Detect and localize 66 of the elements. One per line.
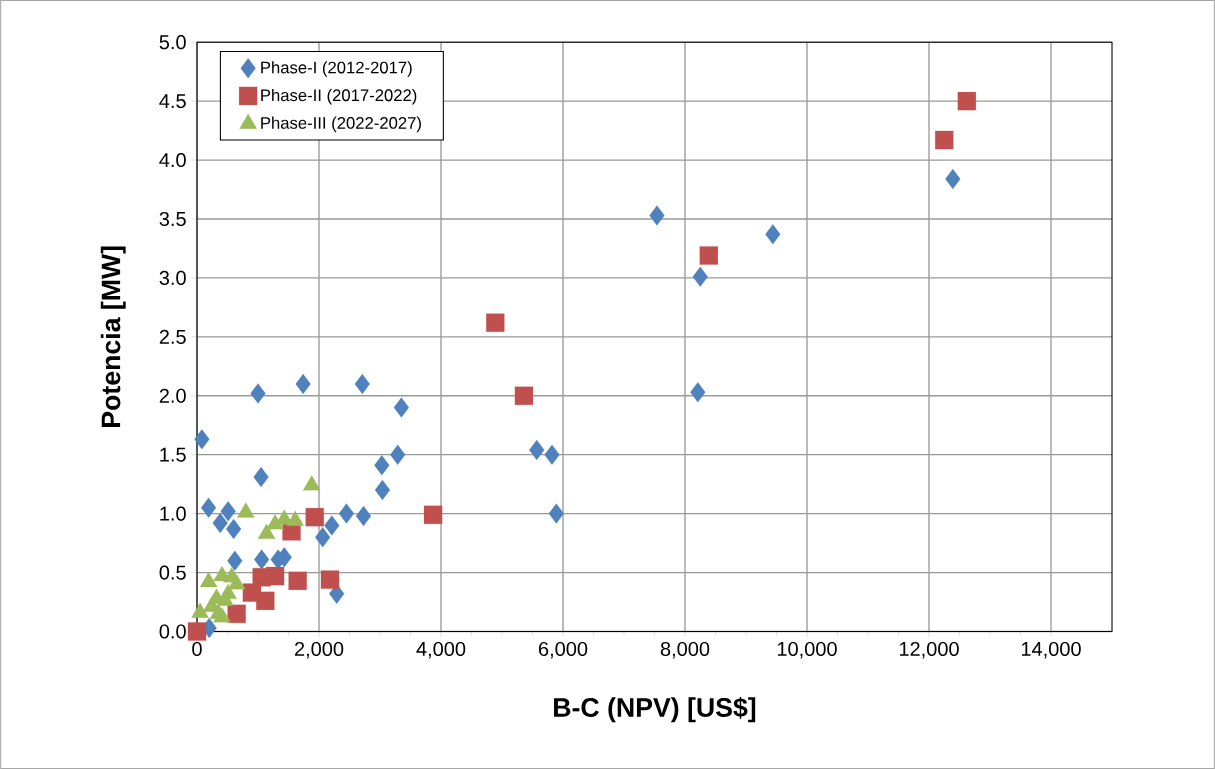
x-tick-label: 14,000: [1021, 641, 1081, 659]
y-tick-label: 2.5: [159, 329, 186, 344]
point: [187, 622, 207, 641]
point: [692, 266, 708, 287]
point: [486, 313, 505, 332]
point: [548, 503, 564, 524]
y-tick-label: 5.0: [159, 35, 186, 50]
point: [201, 497, 217, 518]
point: [514, 386, 534, 405]
point: [242, 583, 262, 602]
y-tick-label: 4.5: [159, 94, 186, 108]
point: [250, 383, 266, 404]
y-tick-label: 0.0: [159, 624, 186, 639]
point: [220, 501, 236, 522]
x-tick-label: 12,000: [899, 641, 959, 659]
point: [765, 224, 781, 245]
point: [374, 479, 391, 501]
point: [529, 439, 545, 460]
point: [355, 505, 372, 526]
y-tick-label: 2.0: [159, 388, 186, 403]
point: [194, 429, 210, 450]
point: [354, 373, 370, 394]
point: [393, 397, 409, 418]
point: [945, 168, 961, 189]
y-tick-label: 4.0: [159, 152, 186, 168]
point: [315, 527, 331, 548]
point: [374, 455, 390, 476]
point: [320, 570, 340, 589]
point: [213, 607, 231, 623]
point: [254, 549, 270, 570]
point: [227, 604, 246, 623]
point: [957, 91, 976, 111]
y-tick-label: 1.5: [160, 447, 186, 462]
point: [390, 444, 406, 465]
x-axis-title: B-C (NPV) [US$]: [554, 696, 756, 723]
y-axis-title: Potencia [MW]: [100, 246, 126, 427]
point: [253, 466, 269, 488]
point: [227, 574, 246, 590]
point: [690, 382, 706, 403]
point: [338, 503, 355, 524]
y-tick-label: 3.5: [159, 211, 186, 226]
point: [227, 550, 243, 571]
point: [699, 246, 718, 265]
point: [935, 130, 954, 150]
point: [649, 205, 665, 226]
point: [305, 507, 324, 527]
x-tick-label: 0: [192, 641, 202, 656]
x-tick-label: 4,000: [416, 641, 466, 659]
x-tick-label: 8,000: [660, 641, 710, 659]
point: [288, 571, 307, 590]
y-tick-label: 1.0: [160, 506, 186, 521]
x-tick-label: 6,000: [539, 641, 588, 659]
point: [295, 373, 311, 394]
point: [324, 515, 340, 536]
point: [226, 518, 242, 539]
x-tick-label: 2,000: [294, 641, 344, 659]
legend-label: Phase-II (2017-2022): [261, 88, 417, 105]
point: [265, 566, 285, 586]
legend-label: Phase-III (2022-2027): [261, 116, 421, 133]
point: [423, 505, 443, 524]
point: [212, 512, 228, 534]
point: [544, 444, 560, 465]
y-tick-label: 3.0: [159, 270, 186, 285]
x-tick-label: 10,000: [777, 641, 837, 659]
y-tick-label: 0.5: [159, 565, 186, 580]
legend-label: Phase-I (2012-2017): [261, 61, 412, 77]
